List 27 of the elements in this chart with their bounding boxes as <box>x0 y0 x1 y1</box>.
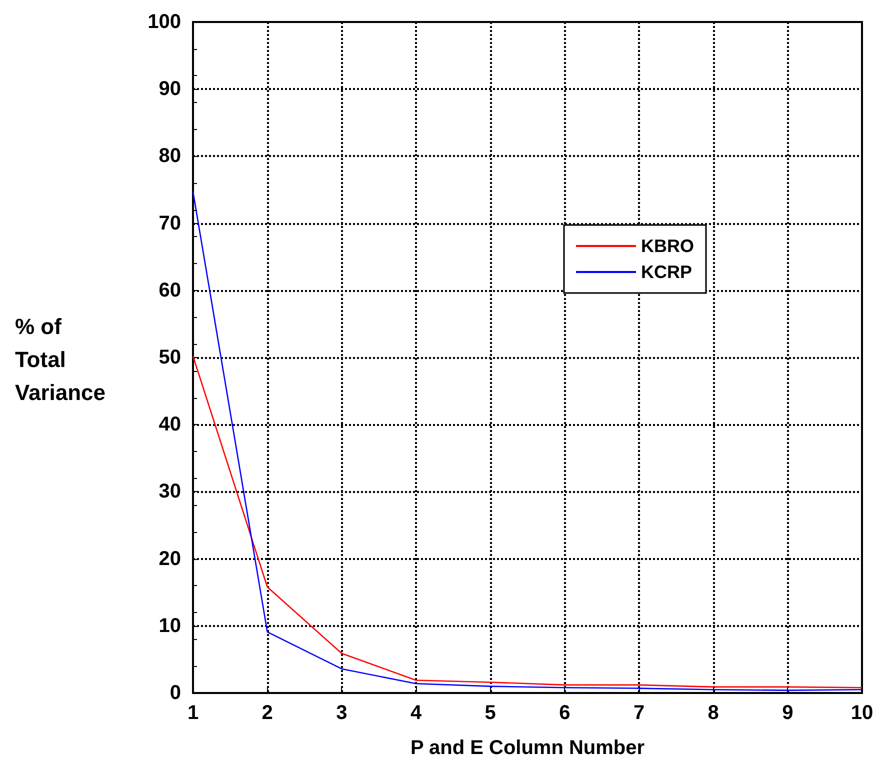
y-tick-label: 20 <box>158 548 181 570</box>
legend-label: KCRP <box>641 262 692 282</box>
x-tick-label: 2 <box>262 702 273 724</box>
x-tick-label: 9 <box>782 702 794 724</box>
line-series <box>192 191 863 691</box>
x-tick-label: 4 <box>410 702 422 724</box>
x-tick-label: 7 <box>633 702 645 724</box>
y-axis-title: % of Total Variance <box>15 314 106 405</box>
x-tick-label: 6 <box>559 702 570 724</box>
x-tick-label: 1 <box>187 702 199 724</box>
y-tick-label: 40 <box>158 414 181 436</box>
y-tick-label: 10 <box>158 614 181 637</box>
y-tick-label: 70 <box>158 212 181 234</box>
x-tick-label: 3 <box>336 702 348 724</box>
y-tick-label: 0 <box>170 682 181 704</box>
x-tick-label: 10 <box>850 702 874 724</box>
x-axis-title: P and E Column Number <box>410 737 645 759</box>
y-tick-label: 30 <box>158 480 181 503</box>
line-series <box>192 356 863 688</box>
y-tick-label: 100 <box>148 11 181 33</box>
x-tick-label: 8 <box>708 702 719 724</box>
x-tick-label: 5 <box>484 702 496 724</box>
y-tick-label: 50 <box>158 346 181 368</box>
y-tick-label: 90 <box>158 78 181 100</box>
y-tick-label: 80 <box>158 145 181 168</box>
y-tick-label: 60 <box>158 279 181 302</box>
legend-label: KBRO <box>641 236 694 256</box>
